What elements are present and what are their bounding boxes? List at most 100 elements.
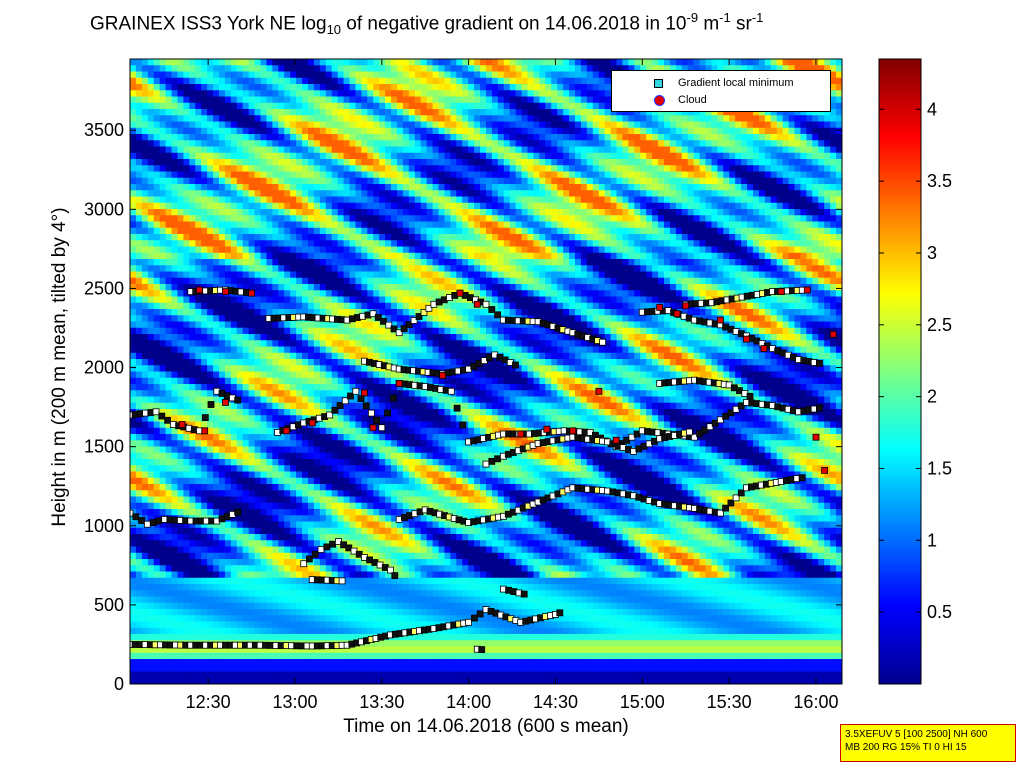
heatmap-cell [284, 503, 291, 510]
heatmap-cell [177, 553, 184, 560]
heatmap-cell [177, 234, 184, 241]
heatmap-cell [213, 490, 220, 497]
heatmap-cell [237, 459, 244, 466]
heatmap-cell [243, 378, 250, 385]
heatmap-cell [278, 628, 285, 635]
heatmap-cell [201, 565, 208, 572]
heatmap-cell [421, 609, 428, 616]
heatmap-cell [290, 397, 297, 404]
heatmap-cell [261, 565, 268, 572]
heatmap-cell [213, 409, 220, 416]
heatmap-cell [130, 597, 137, 604]
heatmap-cell [326, 503, 333, 510]
heatmap-cell [130, 553, 137, 560]
heatmap-cell [379, 159, 386, 166]
heatmap-cell [243, 540, 250, 547]
heatmap-cell [308, 222, 315, 229]
heatmap-cell [367, 197, 374, 204]
heatmap-cell [261, 584, 268, 591]
heatmap-cell [255, 603, 262, 610]
heatmap-cell [148, 65, 155, 72]
heatmap-cell [255, 278, 262, 285]
heatmap-cell [373, 159, 380, 166]
heatmap-cell [391, 672, 398, 679]
heatmap-cell [296, 447, 303, 454]
heatmap-cell [266, 540, 273, 547]
heatmap-cell [172, 115, 179, 122]
heatmap-cell [278, 215, 285, 222]
heatmap-cell [373, 328, 380, 335]
heatmap-cell [272, 609, 279, 616]
heatmap-cell [385, 197, 392, 204]
heatmap-cell [183, 140, 190, 147]
heatmap-cell [189, 603, 196, 610]
heatmap-cell [142, 303, 149, 310]
heatmap-cell [255, 153, 262, 160]
heatmap-cell [397, 134, 404, 141]
heatmap-cell [290, 297, 297, 304]
heatmap-cell [278, 584, 285, 591]
heatmap-cell [326, 434, 333, 441]
heatmap-cell [142, 397, 149, 404]
heatmap-cell [189, 247, 196, 254]
heatmap-cell [415, 447, 422, 454]
heatmap-cell [154, 190, 161, 197]
heatmap-cell [302, 472, 309, 479]
heatmap-cell [266, 653, 273, 660]
heatmap-cell [189, 315, 196, 322]
heatmap-cell [177, 597, 184, 604]
heatmap-cell [296, 578, 303, 585]
heatmap-cell [237, 440, 244, 447]
heatmap-cell [308, 584, 315, 591]
heatmap-cell [266, 278, 273, 285]
heatmap-cell [290, 453, 297, 460]
heatmap-cell [249, 147, 256, 154]
heatmap-cell [231, 78, 238, 85]
heatmap-cell [130, 215, 137, 222]
heatmap-cell [397, 647, 404, 654]
heatmap-cell [243, 197, 250, 204]
heatmap-cell [415, 84, 422, 91]
heatmap-cell [397, 215, 404, 222]
heatmap-cell [314, 184, 321, 191]
heatmap-cell [237, 359, 244, 366]
heatmap-cell [373, 215, 380, 222]
heatmap-cell [136, 234, 143, 241]
heatmap-cell [338, 84, 345, 91]
heatmap-cell [219, 228, 226, 235]
heatmap-cell [160, 472, 167, 479]
heatmap-cell [290, 90, 297, 97]
heatmap-cell [391, 228, 398, 235]
heatmap-cell [320, 284, 327, 291]
heatmap-cell [350, 253, 357, 260]
heatmap-cell [308, 290, 315, 297]
heatmap-cell [195, 172, 202, 179]
heatmap-cell [243, 472, 250, 479]
heatmap-cell [320, 447, 327, 454]
heatmap-cell [231, 465, 238, 472]
heatmap-cell [213, 65, 220, 72]
heatmap-cell [189, 590, 196, 597]
heatmap-cell [148, 378, 155, 385]
heatmap-cell [219, 603, 226, 610]
heatmap-cell [207, 172, 214, 179]
heatmap-cell [231, 440, 238, 447]
heatmap-cell [172, 197, 179, 204]
heatmap-cell [207, 97, 214, 104]
heatmap-cell [391, 653, 398, 660]
heatmap-cell [326, 90, 333, 97]
heatmap-cell [290, 284, 297, 291]
heatmap-cell [409, 578, 416, 585]
heatmap-cell [195, 547, 202, 554]
heatmap-cell [154, 553, 161, 560]
heatmap-cell [249, 315, 256, 322]
heatmap-cell [403, 59, 410, 66]
heatmap-cell [266, 234, 273, 241]
heatmap-cell [290, 215, 297, 222]
heatmap-cell [183, 365, 190, 372]
heatmap-cell [373, 434, 380, 441]
heatmap-cell [296, 590, 303, 597]
heatmap-cell [237, 547, 244, 554]
heatmap-cell [231, 297, 238, 304]
heatmap-cell [172, 390, 179, 397]
